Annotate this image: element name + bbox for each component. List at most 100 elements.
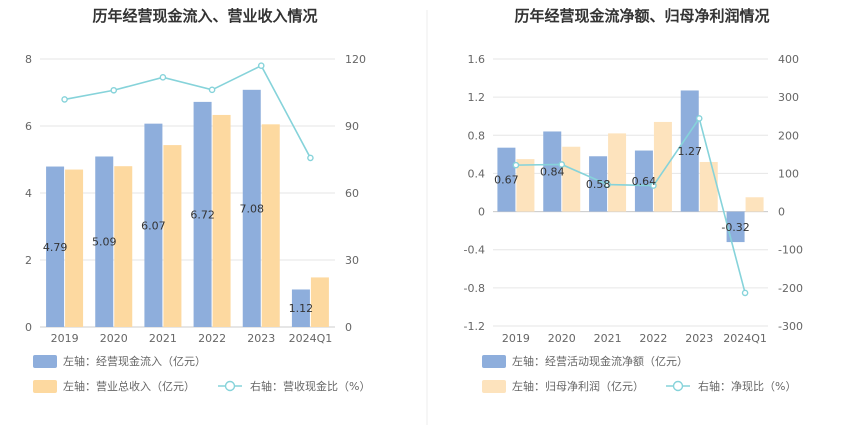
right-axis-tick: 100	[778, 167, 799, 180]
data-label: 0.58	[586, 178, 611, 191]
category-label: 2019	[502, 332, 530, 345]
bar	[261, 124, 280, 327]
data-label: 1.12	[289, 302, 314, 315]
line-point	[695, 115, 703, 122]
right-axis-tick: 30	[345, 254, 359, 267]
line-point	[558, 161, 566, 168]
line-point	[159, 74, 167, 81]
bar	[193, 101, 212, 327]
data-label: 0.64	[632, 175, 657, 188]
bar	[680, 90, 699, 212]
line-point	[110, 86, 118, 94]
right-axis-tick: 120	[345, 53, 366, 66]
line-point	[257, 62, 265, 69]
category-label: 2020	[100, 332, 128, 345]
left-axis-tick: 0.4	[468, 167, 486, 180]
series-line	[515, 116, 746, 294]
right-axis-tick: 0	[345, 321, 352, 334]
left-axis-tick: 1.6	[468, 53, 486, 66]
chart-panel-1: 历年经营现金流入、营业收入情况 0 2 4 6 8 0 30 60 90 120 2019 2020 20…	[25, 7, 370, 393]
bar	[242, 89, 261, 327]
right-axis-tick: 60	[345, 187, 359, 200]
right-axis-tick: -100	[778, 244, 803, 257]
data-label: 0.67	[494, 174, 519, 187]
left-axis-tick: -0.8	[464, 282, 485, 295]
line-point	[512, 161, 520, 169]
bar	[310, 277, 329, 327]
bar	[212, 114, 231, 327]
category-label: 2019	[51, 332, 79, 345]
series-line	[64, 64, 312, 159]
left-axis-tick: 0.8	[468, 129, 486, 142]
data-label: 6.72	[190, 208, 215, 221]
bar	[144, 123, 163, 327]
bar	[46, 166, 65, 327]
legend-label: 左轴：营业总收入（亿元）	[63, 379, 195, 393]
line-point	[604, 181, 611, 188]
right-axis-tick: 400	[778, 53, 799, 66]
legend-label: 右轴：净现比（%）	[698, 379, 796, 393]
category-label: 2023	[685, 332, 713, 345]
category-label: 2021	[594, 332, 622, 345]
left-axis-tick: 0	[25, 321, 32, 334]
category-label: 2024Q1	[289, 332, 333, 345]
bar	[163, 145, 182, 327]
legend-swatch	[33, 380, 57, 393]
right-axis-tick: 0	[778, 206, 785, 219]
bar	[653, 121, 672, 212]
chart-title: 历年经营现金流净额、归母净利润情况	[514, 7, 769, 25]
bar	[114, 166, 133, 327]
legend-label: 左轴：经营现金流入（亿元）	[63, 354, 206, 368]
data-label: -0.32	[721, 221, 749, 234]
bar	[95, 156, 114, 327]
left-axis-tick: 8	[25, 53, 32, 66]
bar	[699, 161, 718, 212]
left-axis-tick: 6	[25, 120, 32, 133]
legend-label: 右轴：营收现金比（%）	[250, 379, 370, 393]
category-label: 2022	[639, 332, 667, 345]
legend-swatch	[482, 380, 506, 393]
right-axis-tick: 300	[778, 91, 799, 104]
line-point	[208, 86, 216, 94]
data-label: 6.07	[141, 219, 166, 232]
category-label: 2024Q1	[723, 332, 767, 345]
left-axis-tick: 2	[25, 254, 32, 267]
chart-title: 历年经营现金流入、营业收入情况	[92, 7, 317, 25]
bar	[291, 289, 310, 327]
right-axis-tick: 90	[345, 120, 359, 133]
line-point	[650, 182, 657, 189]
legend-marker	[672, 380, 684, 392]
legend-label: 左轴：经营活动现金流净额（亿元）	[512, 354, 688, 368]
data-label: 1.27	[678, 145, 703, 158]
legend-swatch	[482, 355, 506, 368]
right-axis-tick: -200	[778, 282, 803, 295]
left-axis-tick: 4	[25, 187, 32, 200]
category-label: 2020	[548, 332, 576, 345]
bar	[589, 156, 608, 212]
chart-panel-2: 历年经营现金流净额、归母净利润情况 -1.2 -0.8 -0.4 0 0.4 0.8 1.2 1…	[464, 7, 803, 393]
bar	[608, 133, 627, 212]
left-axis-tick: 1.2	[468, 91, 486, 104]
legend-marker	[224, 380, 236, 392]
bar	[65, 169, 84, 327]
right-axis-tick: 200	[778, 129, 799, 142]
line-point	[307, 154, 314, 162]
legend-swatch	[33, 355, 57, 368]
category-label: 2021	[149, 332, 177, 345]
category-label: 2022	[198, 332, 226, 345]
data-label: 7.08	[240, 202, 265, 215]
left-axis-tick: -0.4	[464, 244, 485, 257]
left-axis-tick: -1.2	[464, 320, 485, 333]
legend-label: 左轴：归母净利润（亿元）	[512, 379, 644, 393]
bar	[543, 131, 562, 212]
line-point	[741, 289, 749, 297]
category-label: 2023	[247, 332, 275, 345]
bar	[726, 211, 745, 243]
left-axis-tick: 0	[478, 206, 485, 219]
data-label: 5.09	[92, 236, 117, 249]
bar	[562, 146, 581, 212]
right-axis-tick: -300	[778, 320, 803, 333]
line-point	[61, 96, 68, 103]
